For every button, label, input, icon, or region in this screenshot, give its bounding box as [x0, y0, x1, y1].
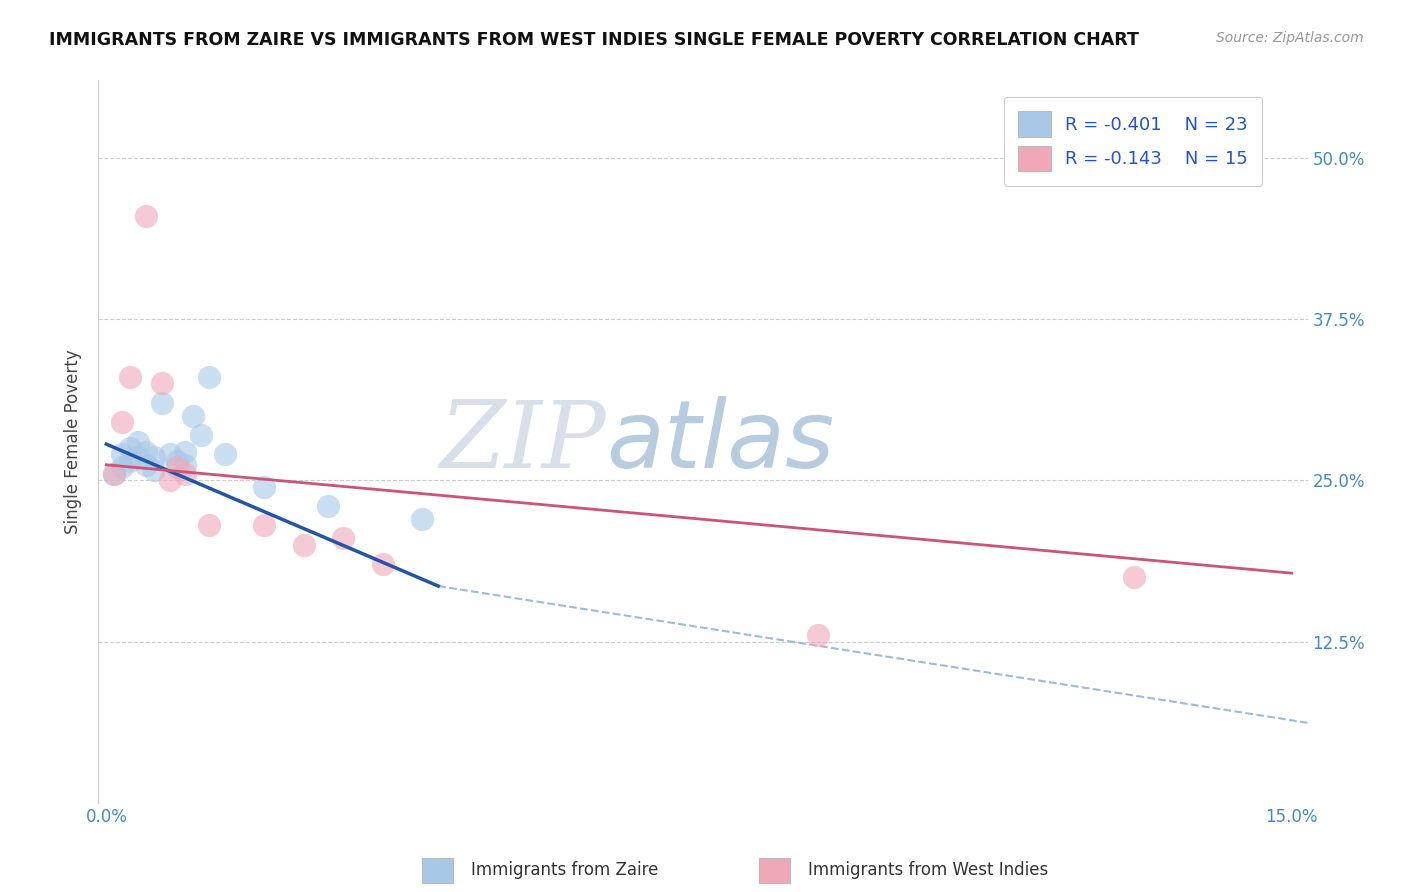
Point — [111, 415, 134, 429]
Point — [166, 460, 188, 475]
Point — [190, 428, 212, 442]
Point — [174, 467, 197, 481]
Point — [332, 531, 354, 545]
Point — [135, 458, 157, 472]
Point — [135, 209, 157, 223]
Point — [316, 499, 339, 513]
Point — [127, 434, 149, 449]
Point — [198, 370, 221, 384]
Point — [118, 370, 141, 384]
Point — [174, 458, 197, 472]
Point — [111, 460, 134, 475]
Point — [174, 445, 197, 459]
Text: atlas: atlas — [606, 396, 835, 487]
Point — [118, 441, 141, 455]
Text: IMMIGRANTS FROM ZAIRE VS IMMIGRANTS FROM WEST INDIES SINGLE FEMALE POVERTY CORRE: IMMIGRANTS FROM ZAIRE VS IMMIGRANTS FROM… — [49, 31, 1139, 49]
Point — [103, 467, 125, 481]
Text: Source: ZipAtlas.com: Source: ZipAtlas.com — [1216, 31, 1364, 45]
Point — [371, 557, 394, 571]
Point — [150, 396, 173, 410]
Point — [142, 450, 165, 464]
Point — [411, 512, 433, 526]
Y-axis label: Single Female Poverty: Single Female Poverty — [65, 350, 83, 533]
Point — [181, 409, 204, 423]
Point — [807, 628, 830, 642]
Point — [103, 467, 125, 481]
Text: Immigrants from West Indies: Immigrants from West Indies — [808, 861, 1049, 879]
Text: ZIP: ZIP — [440, 397, 606, 486]
Point — [1122, 570, 1144, 584]
Point — [159, 447, 181, 461]
Point — [111, 447, 134, 461]
Text: Immigrants from Zaire: Immigrants from Zaire — [471, 861, 658, 879]
Point — [166, 454, 188, 468]
Point — [159, 473, 181, 487]
Point — [292, 538, 315, 552]
Point — [150, 376, 173, 391]
Point — [214, 447, 236, 461]
Point — [253, 518, 276, 533]
Point — [118, 454, 141, 468]
Legend: R = -0.401    N = 23, R = -0.143    N = 15: R = -0.401 N = 23, R = -0.143 N = 15 — [1004, 96, 1263, 186]
Point — [253, 480, 276, 494]
Point — [198, 518, 221, 533]
Point — [127, 450, 149, 464]
Point — [135, 445, 157, 459]
Point — [142, 463, 165, 477]
